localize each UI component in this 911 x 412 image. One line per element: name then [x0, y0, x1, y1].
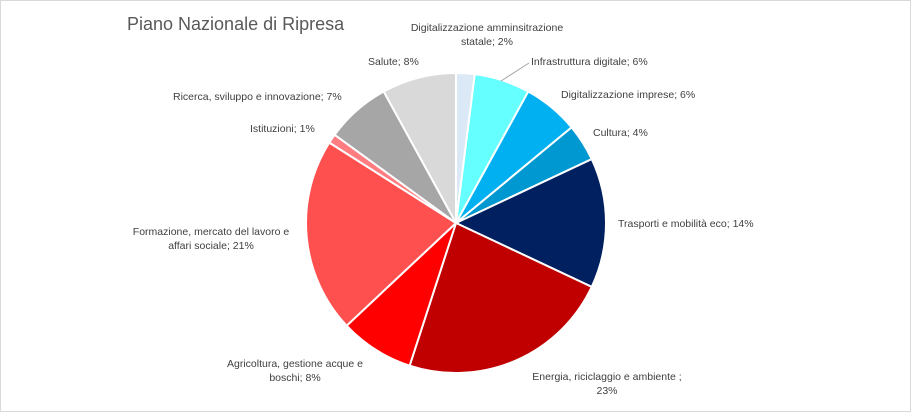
- pie-slice-8: [305, 141, 458, 328]
- pie-slice-5: [453, 157, 607, 289]
- slice-label-line: Cultura; 4%: [593, 127, 648, 139]
- slice-label-2: Infrastruttura digitale; 6%: [531, 56, 648, 68]
- slice-label-6: Energia, riciclaggio e ambiente ; 23%: [532, 371, 681, 397]
- pie-slices: [305, 71, 607, 374]
- slice-label-line: Agricoltura, gestione acque e: [227, 358, 363, 370]
- slice-label-4: Cultura; 4%: [593, 127, 648, 139]
- pie-slice-11: [382, 71, 457, 224]
- slice-label-7: Agricoltura, gestione acque e boschi; 8%: [227, 358, 363, 384]
- slice-label-9: Istituzioni; 1%: [250, 123, 315, 135]
- slice-label-line: 23%: [596, 385, 617, 397]
- slice-label-line: Trasporti e mobilità eco; 14%: [618, 218, 754, 230]
- leader-line-2: [500, 62, 530, 82]
- slice-label-line: Digitalizzazione amminsitrazione: [411, 22, 563, 34]
- pie-slice-6: [408, 221, 594, 374]
- slice-label-5: Trasporti e mobilità eco; 14%: [618, 218, 754, 230]
- slice-label-line: Energia, riciclaggio e ambiente ;: [532, 371, 681, 383]
- chart-title: Piano Nazionale di Ripresa: [127, 14, 345, 34]
- slice-label-11: Salute; 8%: [368, 56, 419, 68]
- slice-label-line: Digitalizzazione imprese; 6%: [561, 89, 695, 101]
- leader-lines: [500, 62, 530, 82]
- slice-label-line: affari sociale; 21%: [168, 240, 254, 252]
- data-labels: Digitalizzazione amminsitrazione statale;…: [133, 22, 754, 397]
- slice-label-line: Salute; 8%: [368, 56, 419, 68]
- slice-label-line: Formazione, mercato del lavoro e: [133, 226, 290, 238]
- slice-label-10: Ricerca, sviluppo e innovazione; 7%: [173, 91, 342, 103]
- slice-label-1: Digitalizzazione amminsitrazione statale;…: [411, 22, 563, 48]
- slice-label-line: Infrastruttura digitale; 6%: [531, 56, 648, 68]
- slice-label-line: boschi; 8%: [269, 372, 320, 384]
- slice-label-8: Formazione, mercato del lavoro e affari s…: [133, 226, 290, 252]
- slice-label-3: Digitalizzazione imprese; 6%: [561, 89, 695, 101]
- slice-label-line: statale; 2%: [461, 36, 513, 48]
- slice-label-line: Istituzioni; 1%: [250, 123, 315, 135]
- slice-label-line: Ricerca, sviluppo e innovazione; 7%: [173, 91, 342, 103]
